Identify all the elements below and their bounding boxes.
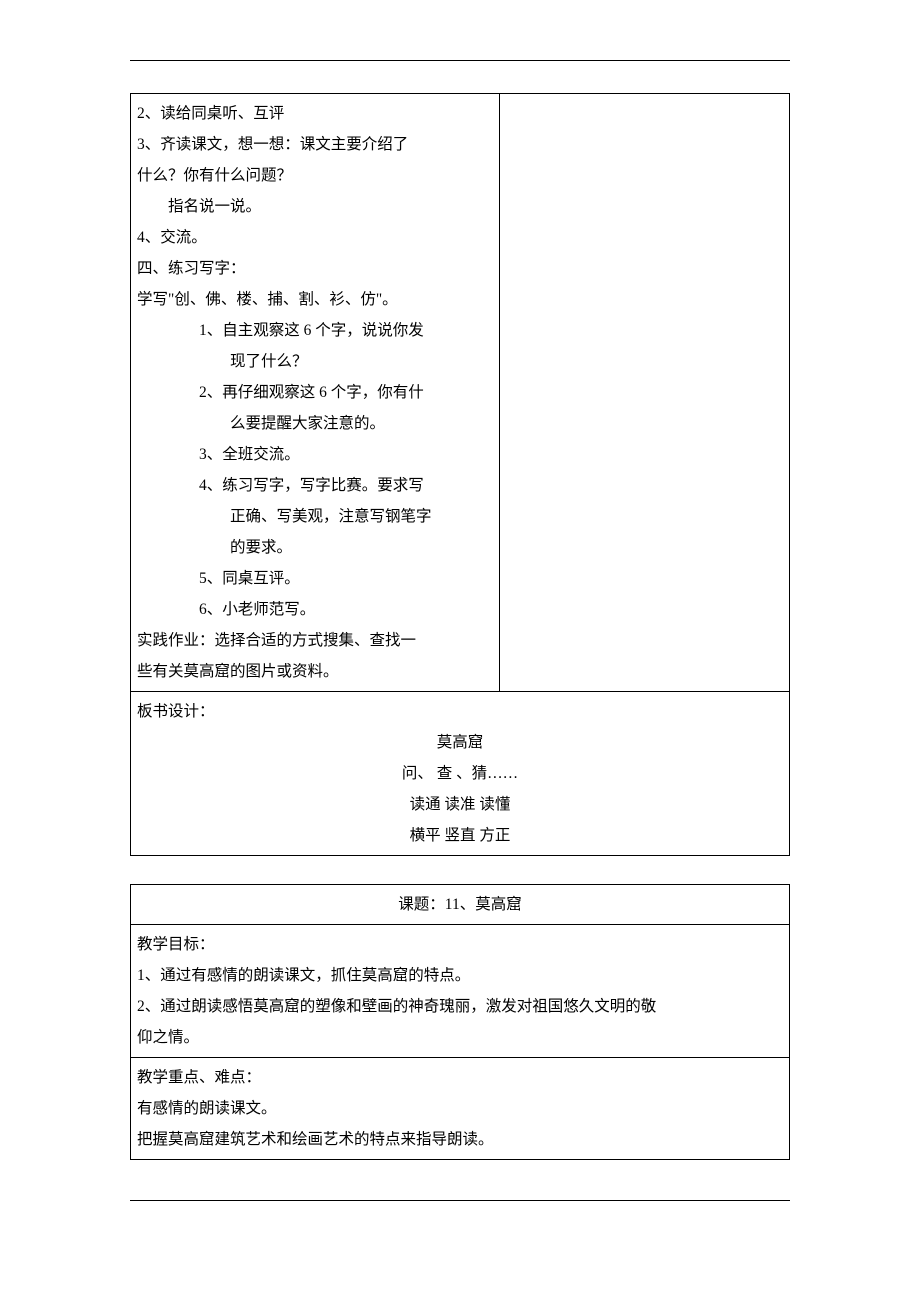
text-line: 6、小老师范写。 bbox=[137, 594, 493, 625]
table-row: 教学重点、难点： 有感情的朗读课文。 把握莫高窟建筑艺术和绘画艺术的特点来指导朗… bbox=[131, 1058, 790, 1160]
text-line: 把握莫高窟建筑艺术和绘画艺术的特点来指导朗读。 bbox=[137, 1131, 494, 1148]
text-line: 么要提醒大家注意的。 bbox=[137, 408, 493, 439]
lesson-title-cell: 课题：11、莫高窟 bbox=[131, 885, 790, 925]
lesson-title: 课题：11、莫高窟 bbox=[398, 896, 521, 913]
table-row: 2、读给同桌听、互评 3、齐读课文，想一想：课文主要介绍了 什么？你有什么问题？… bbox=[131, 94, 790, 692]
text-line: 正确、写美观，注意写钢笔字 bbox=[137, 501, 493, 532]
text-line: 1、自主观察这 6 个字，说说你发 bbox=[137, 315, 493, 346]
text-line: 的要求。 bbox=[137, 532, 493, 563]
board-line: 问、 查 、猜…… bbox=[137, 758, 783, 789]
text-line: 1、通过有感情的朗读课文，抓住莫高窟的特点。 bbox=[137, 967, 470, 984]
bottom-rule bbox=[130, 1200, 790, 1201]
text-line: 2、通过朗读感悟莫高窟的塑像和壁画的神奇瑰丽，激发对祖国悠久文明的敬 bbox=[137, 998, 656, 1015]
text-line: 四、练习写字： bbox=[137, 260, 246, 277]
text-line: 什么？你有什么问题？ bbox=[137, 167, 292, 184]
lesson-table-1: 2、读给同桌听、互评 3、齐读课文，想一想：课文主要介绍了 什么？你有什么问题？… bbox=[130, 93, 790, 856]
text-line: 有感情的朗读课文。 bbox=[137, 1100, 277, 1117]
text-line: 些有关莫高窟的图片或资料。 bbox=[137, 663, 339, 680]
text-line: 学写"创、佛、楼、捕、割、衫、仿"。 bbox=[137, 291, 398, 308]
text-line: 4、练习写字，写字比赛。要求写 bbox=[137, 470, 493, 501]
text-line: 2、读给同桌听、互评 bbox=[137, 105, 284, 122]
table-row: 板书设计： 莫高窟 问、 查 、猜…… 读通 读准 读懂 横平 竖直 方正 bbox=[131, 692, 790, 856]
empty-notes-cell bbox=[500, 94, 790, 692]
text-line: 3、齐读课文，想一想：课文主要介绍了 bbox=[137, 136, 408, 153]
top-rule bbox=[130, 60, 790, 61]
lesson-activities-cell: 2、读给同桌听、互评 3、齐读课文，想一想：课文主要介绍了 什么？你有什么问题？… bbox=[131, 94, 500, 692]
board-design-cell: 板书设计： 莫高窟 问、 查 、猜…… 读通 读准 读懂 横平 竖直 方正 bbox=[131, 692, 790, 856]
table-row: 教学目标： 1、通过有感情的朗读课文，抓住莫高窟的特点。 2、通过朗读感悟莫高窟… bbox=[131, 925, 790, 1058]
text-line: 2、再仔细观察这 6 个字，你有什 bbox=[137, 377, 493, 408]
text-line: 指名说一说。 bbox=[137, 191, 493, 222]
board-title: 板书设计： bbox=[137, 703, 215, 720]
board-line: 横平 竖直 方正 bbox=[137, 820, 783, 851]
text-line: 实践作业：选择合适的方式搜集、查找一 bbox=[137, 632, 416, 649]
keypoints-cell: 教学重点、难点： 有感情的朗读课文。 把握莫高窟建筑艺术和绘画艺术的特点来指导朗… bbox=[131, 1058, 790, 1160]
text-line: 3、全班交流。 bbox=[137, 439, 493, 470]
lesson-table-2: 课题：11、莫高窟 教学目标： 1、通过有感情的朗读课文，抓住莫高窟的特点。 2… bbox=[130, 884, 790, 1160]
table-row: 课题：11、莫高窟 bbox=[131, 885, 790, 925]
text-line: 现了什么？ bbox=[137, 346, 493, 377]
goals-label: 教学目标： bbox=[137, 936, 215, 953]
document-page: 2、读给同桌听、互评 3、齐读课文，想一想：课文主要介绍了 什么？你有什么问题？… bbox=[0, 0, 920, 1281]
keypoints-label: 教学重点、难点： bbox=[137, 1069, 261, 1086]
board-line: 莫高窟 bbox=[137, 727, 783, 758]
text-line: 5、同桌互评。 bbox=[137, 563, 493, 594]
board-line: 读通 读准 读懂 bbox=[137, 789, 783, 820]
teaching-goals-cell: 教学目标： 1、通过有感情的朗读课文，抓住莫高窟的特点。 2、通过朗读感悟莫高窟… bbox=[131, 925, 790, 1058]
text-line: 仰之情。 bbox=[137, 1029, 199, 1046]
text-line: 4、交流。 bbox=[137, 229, 207, 246]
